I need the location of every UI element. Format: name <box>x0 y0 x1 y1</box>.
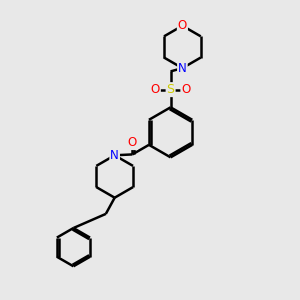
Text: N: N <box>110 149 119 162</box>
Text: O: O <box>151 83 160 96</box>
Text: N: N <box>178 61 187 75</box>
Text: O: O <box>181 83 190 96</box>
Text: S: S <box>167 83 175 96</box>
Text: O: O <box>128 136 137 149</box>
Text: O: O <box>178 19 187 32</box>
